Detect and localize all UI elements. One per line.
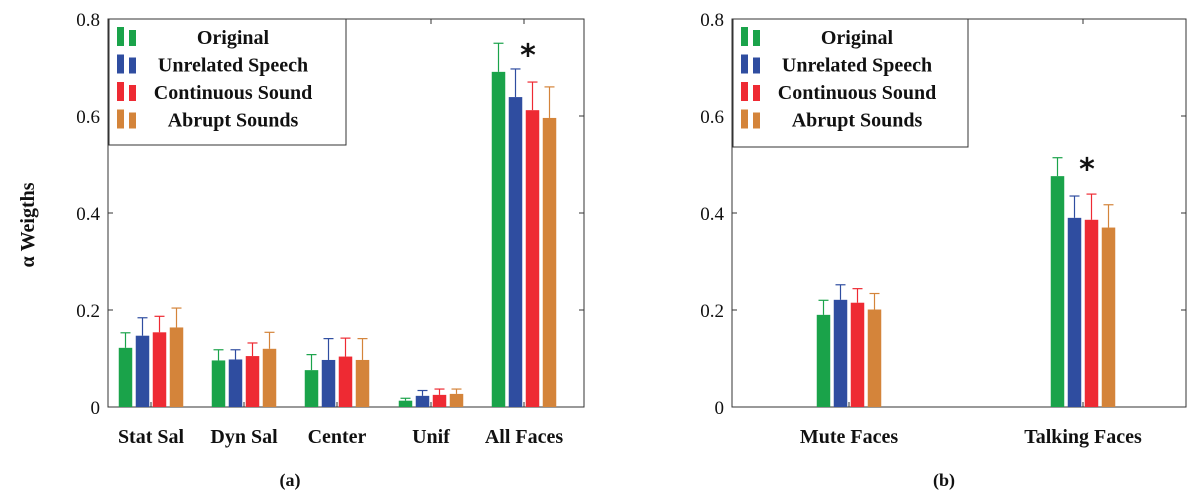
category-label: Mute Faces — [800, 426, 899, 448]
bar — [398, 400, 413, 407]
subcaption: (b) — [933, 470, 955, 491]
legend-swatch — [117, 109, 124, 129]
category-label: Center — [308, 426, 367, 448]
bar — [816, 314, 831, 407]
bar — [321, 359, 336, 407]
y-tick-label: 0.8 — [700, 10, 724, 31]
legend-swatch — [129, 57, 136, 74]
bar — [338, 356, 353, 407]
bar — [211, 360, 226, 407]
y-tick-label: 0.6 — [700, 107, 724, 128]
y-tick-label: 0.4 — [76, 204, 100, 225]
legend-label: Unrelated Speech — [782, 55, 932, 77]
bar — [262, 348, 277, 407]
y-tick-label: 0.8 — [76, 10, 100, 31]
bar — [152, 332, 167, 407]
legend-swatch — [117, 54, 124, 74]
legend-label: Abrupt Sounds — [168, 110, 299, 132]
legend-swatch — [741, 82, 748, 101]
bar — [415, 395, 430, 407]
legend-box — [732, 18, 969, 148]
category-label: Stat Sal — [118, 426, 185, 448]
legend-swatch — [741, 27, 748, 46]
y-tick-label: 0.2 — [700, 301, 724, 322]
y-tick-label: 0.6 — [76, 107, 100, 128]
bar — [508, 97, 523, 408]
legend-swatch — [753, 85, 760, 101]
bar — [491, 71, 506, 408]
legend-swatch — [741, 109, 748, 129]
subcaption: (a) — [280, 470, 301, 491]
bar — [542, 117, 557, 407]
legend-box — [108, 18, 347, 146]
legend-label: Original — [821, 27, 894, 49]
bar — [449, 393, 464, 407]
bar — [432, 394, 447, 407]
legend-label: Continuous Sound — [778, 82, 936, 104]
bar — [525, 110, 540, 408]
bar — [1067, 217, 1082, 407]
legend: Original Unrelated Speech Continuous Sound… — [732, 18, 969, 148]
bar — [867, 309, 882, 407]
category-label: Talking Faces — [1024, 426, 1142, 448]
chart-b: 0 0.2 0.4 0.6 0.8 Mute Faces Talking Faces * Ori… — [700, 10, 1187, 491]
legend-label: Original — [197, 27, 270, 49]
bar — [304, 370, 319, 407]
legend-swatch — [129, 112, 136, 129]
bar — [228, 359, 243, 407]
legend-swatch — [117, 27, 124, 46]
legend-swatch — [129, 30, 136, 46]
category-label: All Faces — [485, 426, 564, 448]
y-tick-label: 0.4 — [700, 204, 724, 225]
bar — [1050, 176, 1065, 407]
y-axis-label: α Weigths — [17, 182, 39, 267]
bar — [169, 327, 184, 407]
significance-star: * — [1079, 153, 1095, 188]
legend-swatch — [753, 57, 760, 74]
category-label: Dyn Sal — [210, 426, 278, 448]
bar — [118, 347, 133, 407]
legend-label: Continuous Sound — [154, 82, 312, 104]
bar — [355, 359, 370, 407]
bar — [850, 302, 865, 407]
category-label: Unif — [412, 426, 450, 448]
legend-swatch — [129, 85, 136, 101]
legend-swatch — [741, 54, 748, 74]
bar — [1101, 227, 1116, 407]
legend-swatch — [753, 30, 760, 46]
bar — [135, 335, 150, 407]
legend-label: Unrelated Speech — [158, 55, 308, 77]
significance-star: * — [520, 38, 536, 73]
bar — [245, 356, 260, 407]
y-tick-label: 0 — [715, 398, 725, 419]
bar — [1084, 219, 1099, 407]
y-tick-label: 0.2 — [76, 301, 100, 322]
y-tick-label: 0 — [91, 398, 101, 419]
legend-swatch — [753, 112, 760, 129]
bar — [833, 299, 848, 407]
legend: Original Unrelated Speech Continuous Sound… — [108, 18, 347, 146]
legend-label: Abrupt Sounds — [792, 110, 923, 132]
chart-a: 0 0.2 0.4 0.6 0.8 Stat Sal Dyn Sal Center Unif Al… — [17, 10, 585, 491]
legend-swatch — [117, 82, 124, 101]
